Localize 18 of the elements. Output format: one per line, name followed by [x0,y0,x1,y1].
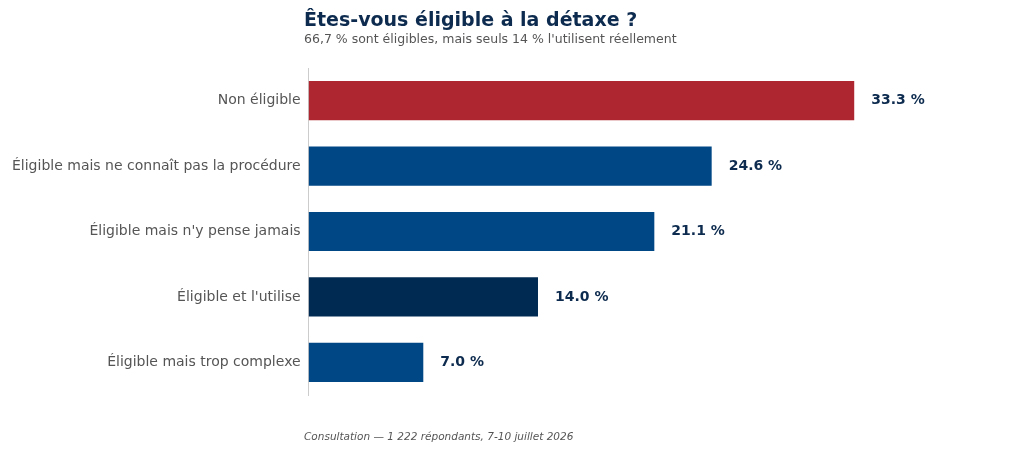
data-label: 7.0 % [440,352,484,369]
data-label: 21.1 % [671,222,725,239]
bar [308,211,655,252]
y-tick-label: Éligible mais n'y pense jamais [89,222,301,239]
bar [308,81,855,121]
chart-title: Êtes-vous éligible à la détaxe ? [304,8,638,30]
data-label: 33.3 % [871,91,925,108]
bar [308,342,424,382]
y-tick-label: Non éligible [217,91,301,108]
chart-subtitle: 66,7 % sont éligibles, mais seuls 14 % l'utilisent réellement [304,31,677,46]
text: Consultation — 1 222 répondants, 7-10 juillet 2026 [304,430,574,442]
bar [308,277,538,317]
bar [308,146,712,186]
y-tick-label: Éligible mais trop complexe [107,352,301,369]
y-tick-label: Éligible mais ne connaît pas la procédure [12,156,301,173]
y-tick-label: Éligible et l'utilise [177,287,301,304]
data-label: 24.6 % [728,156,783,173]
data-label: 14.0 % [554,287,609,304]
